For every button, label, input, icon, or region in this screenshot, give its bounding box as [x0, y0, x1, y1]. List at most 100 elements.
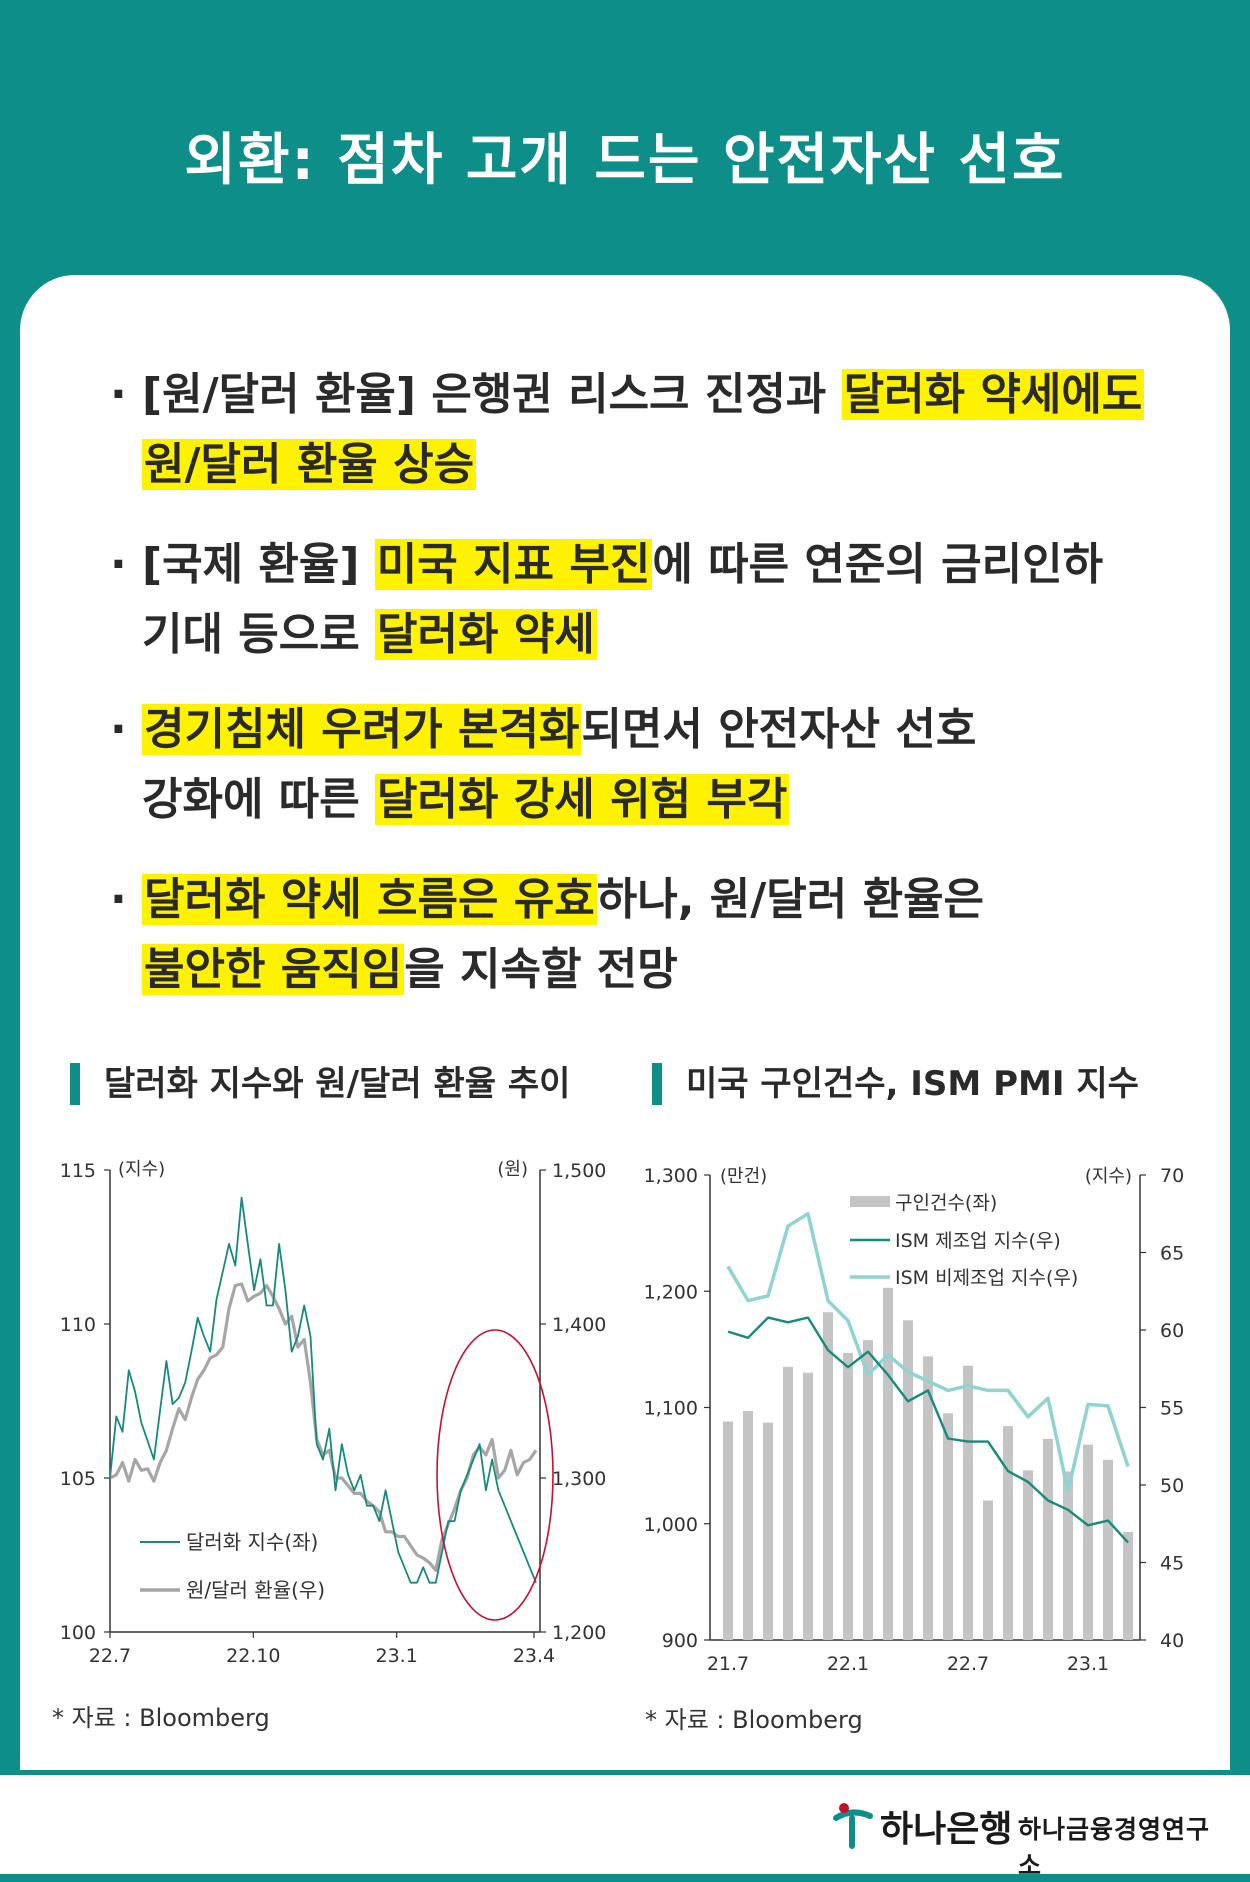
highlighted-text: 달러화 약세 — [375, 609, 597, 660]
job-openings-bar — [943, 1413, 953, 1640]
bullet-line: 강화에 따른 달러화 강세 위험 부각 — [142, 765, 1202, 835]
ism-mfg-line — [727, 1316, 1129, 1544]
job-openings-bar — [783, 1366, 793, 1640]
left-unit-label: (만건) — [720, 1166, 767, 1187]
left-tick-label: 100 — [60, 1622, 96, 1644]
job-openings-bar — [963, 1365, 973, 1640]
job-openings-bar — [763, 1422, 773, 1640]
x-tick-label: 21.7 — [707, 1653, 749, 1675]
highlighted-text: 달러화 약세에도 — [841, 369, 1145, 420]
bullet-line: 달러화 약세 흐름은 유효하나, 원/달러 환율은 — [142, 865, 1202, 935]
right-tick-label: 1,400 — [552, 1314, 606, 1336]
legend-bars-label: 구인건수(좌) — [895, 1192, 997, 1214]
right-tick-label: 50 — [1160, 1475, 1184, 1497]
highlighted-text: 원/달러 환율 상승 — [142, 439, 477, 490]
job-openings-bar — [1083, 1444, 1093, 1640]
legend-bars-swatch — [850, 1196, 890, 1207]
bullet-line: 기대 등으로 달러화 약세 — [142, 600, 1202, 670]
krw-line — [109, 1282, 538, 1572]
right-tick-label: 65 — [1160, 1243, 1184, 1265]
left-tick-label: 110 — [60, 1314, 96, 1336]
bullet-dot: · — [110, 874, 127, 925]
right-unit-label: (지수) — [1085, 1166, 1132, 1187]
job-openings-bar — [883, 1287, 893, 1640]
x-tick-label: 23.4 — [513, 1645, 555, 1667]
x-tick-label: 22.7 — [947, 1653, 989, 1675]
right-unit-label: (원) — [497, 1159, 528, 1180]
right-tick-label: 70 — [1160, 1165, 1184, 1187]
job-openings-bar — [983, 1500, 993, 1640]
legend-svc-label: ISM 비제조업 지수(우) — [895, 1267, 1078, 1289]
left-tick-label: 115 — [60, 1160, 96, 1182]
right-chart: 1,300 1,200 1,100 1,000 900 70 65 60 55 50 45 40 21.… — [644, 1165, 1185, 1675]
left-tick-label: 1,100 — [644, 1398, 698, 1420]
bullet-line: [원/달러 환율] 은행권 리스크 진정과 달러화 약세에도 — [142, 360, 1202, 430]
bullet-line: 원/달러 환율 상승 — [142, 430, 1202, 500]
bullet-text: 되면서 안전자산 선호 — [581, 704, 977, 755]
job-openings-bar — [1043, 1438, 1053, 1640]
x-tick-label: 22.10 — [226, 1645, 280, 1667]
highlight-circle — [436, 1329, 554, 1621]
bullet-line: [국제 환율] 미국 지표 부진에 따른 연준의 금리인하 — [142, 530, 1202, 600]
right-tick-label: 40 — [1160, 1630, 1184, 1652]
job-openings-bar — [923, 1356, 933, 1640]
left-tick-label: 900 — [662, 1630, 698, 1652]
highlighted-text: 달러화 강세 위험 부각 — [375, 774, 790, 825]
job-openings-bar — [1063, 1471, 1073, 1640]
bullet-line: 경기침체 우려가 본격화되면서 안전자산 선호 — [142, 695, 1202, 765]
left-chart-source: * 자료 : Bloomberg — [52, 1704, 270, 1732]
right-tick-label: 45 — [1160, 1553, 1184, 1575]
job-openings-bar — [863, 1340, 873, 1640]
left-tick-label: 1,000 — [644, 1514, 698, 1536]
page-title: 외환: 점차 고개 드는 안전자산 선호 — [184, 128, 1066, 193]
left-unit-label: (지수) — [118, 1159, 165, 1180]
x-tick-label: 22.7 — [89, 1645, 131, 1667]
job-openings-bar — [903, 1320, 913, 1640]
legend-krw-label: 원/달러 환율(우) — [186, 1578, 325, 1602]
highlighted-text: 달러화 약세 흐름은 유효 — [142, 874, 597, 925]
bullet-text: 강화에 따른 — [142, 774, 376, 825]
highlighted-text: 불안한 움직임 — [142, 944, 405, 995]
footer-logo: 하나은행 하나금융경영연구소 — [830, 1800, 1230, 1880]
bullet-line: 불안한 움직임을 지속할 전망 — [142, 935, 1202, 1005]
bullet-text: [국제 환율] — [142, 539, 375, 590]
institute-name: 하나금융경영연구소 — [1018, 1815, 1211, 1880]
job-openings-bar — [743, 1411, 753, 1640]
bank-name: 하나은행 — [880, 1809, 1013, 1850]
legend-mfg-label: ISM 제조업 지수(우) — [895, 1230, 1061, 1252]
x-tick-label: 23.1 — [376, 1645, 418, 1667]
bullet-dot: · — [110, 539, 127, 590]
left-tick-label: 1,300 — [644, 1165, 698, 1187]
left-tick-label: 105 — [60, 1468, 96, 1490]
left-chart-heading: 달러화 지수와 원/달러 환율 추이 — [70, 1063, 570, 1105]
left-chart: 115 110 105 100 1,500 1,400 1,300 1,200 22.7 22.1… — [60, 1159, 607, 1667]
bullet-text: 하나, 원/달러 환율은 — [596, 874, 985, 925]
right-tick-label: 1,200 — [552, 1622, 606, 1644]
bullet-text: 에 따른 연준의 금리인하 — [652, 539, 1104, 590]
right-tick-label: 60 — [1160, 1320, 1184, 1342]
job-openings-bar — [1123, 1531, 1133, 1640]
job-openings-bar — [803, 1372, 813, 1640]
x-tick-label: 22.1 — [827, 1653, 869, 1675]
job-openings-bar — [823, 1312, 833, 1640]
right-tick-label: 55 — [1160, 1398, 1184, 1420]
legend-dxy-label: 달러화 지수(좌) — [186, 1530, 318, 1554]
right-chart-source: * 자료 : Bloomberg — [645, 1706, 863, 1734]
highlighted-text: 경기침체 우려가 본격화 — [142, 704, 582, 755]
bullet-dot: · — [110, 704, 127, 755]
job-openings-bar — [1023, 1470, 1033, 1640]
job-openings-bar — [1003, 1426, 1013, 1640]
bullet-text: 을 지속할 전망 — [404, 944, 678, 995]
job-openings-bar — [1103, 1459, 1113, 1640]
ism-svc-line — [726, 1212, 1130, 1493]
job-openings-bar — [843, 1352, 853, 1640]
dxy-line — [109, 1196, 537, 1584]
highlighted-text: 미국 지표 부진 — [374, 539, 653, 590]
right-tick-label: 1,300 — [552, 1468, 606, 1490]
bullet-dot: · — [110, 369, 127, 420]
hana-logo-icon — [833, 1803, 873, 1849]
right-tick-label: 1,500 — [552, 1160, 606, 1182]
bullet-text: 기대 등으로 — [142, 609, 376, 660]
x-tick-label: 23.1 — [1067, 1653, 1109, 1675]
job-openings-bar — [723, 1421, 733, 1640]
